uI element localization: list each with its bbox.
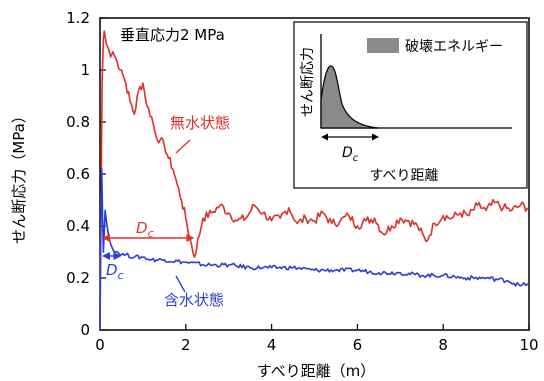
x-axis-ticks: 0 2 4 6 8 10: [95, 324, 539, 354]
dry-label-leader: [175, 139, 191, 154]
y-tick-label: 1: [80, 61, 90, 79]
inset-dc-label: Dc: [342, 145, 359, 164]
inset-dc-arrowhead-right: [372, 133, 379, 141]
dry-series-label: 無水状態: [170, 114, 230, 132]
x-tick-label: 4: [267, 336, 277, 354]
series-group: [99, 30, 530, 331]
x-axis-label: すべり距離（m）: [257, 362, 376, 380]
y-tick-label: 0: [80, 321, 90, 339]
dry-dc-arrowhead-left: [102, 234, 110, 242]
y-tick-label: 0.4: [66, 217, 90, 235]
inset-dc-arrowhead-left: [321, 133, 328, 141]
x-tick-label: 0: [95, 336, 105, 354]
dry-dc-arrow: [102, 234, 195, 242]
y-tick-label: 1.2: [66, 9, 90, 27]
x-tick-label: 10: [519, 336, 538, 354]
x-tick-label: 6: [353, 336, 363, 354]
inset-y-label: せん断応力: [300, 47, 316, 117]
wet-dc-arrow: [102, 252, 122, 260]
series-line-0: [99, 30, 530, 331]
dry-dc-arrowhead-right: [186, 234, 195, 242]
y-tick-label: 0.8: [66, 113, 90, 131]
y-tick-label: 0.6: [66, 165, 90, 183]
inset-legend-label: 破壊エネルギー: [405, 39, 503, 55]
y-axis-label: せん断応力（MPa）: [10, 108, 28, 244]
inset-legend-swatch: [367, 38, 399, 53]
inset-schematic: 破壊エネルギー せん断応力 すべり距離 Dc: [293, 21, 528, 189]
x-tick-label: 2: [181, 336, 191, 354]
wet-dc-arrowhead-left: [102, 252, 110, 260]
wet-dc-arrowhead-right: [113, 252, 122, 260]
x-tick-label: 8: [438, 336, 448, 354]
wet-dc-label: Dc: [106, 261, 124, 282]
wet-label-leader: [175, 275, 186, 293]
y-tick-label: 0.2: [66, 269, 90, 287]
wet-series-label: 含水状態: [164, 291, 224, 309]
series-line-1: [99, 168, 530, 331]
dry-dc-label: Dc: [136, 219, 154, 240]
inset-energy-area: [320, 65, 379, 129]
inset-x-label: すべり距離: [369, 167, 438, 184]
normal-stress-annotation: 垂直応力2 MPa: [120, 26, 225, 44]
y-axis-ticks: 0 0.2 0.4 0.6 0.8 1 1.2: [66, 9, 106, 339]
